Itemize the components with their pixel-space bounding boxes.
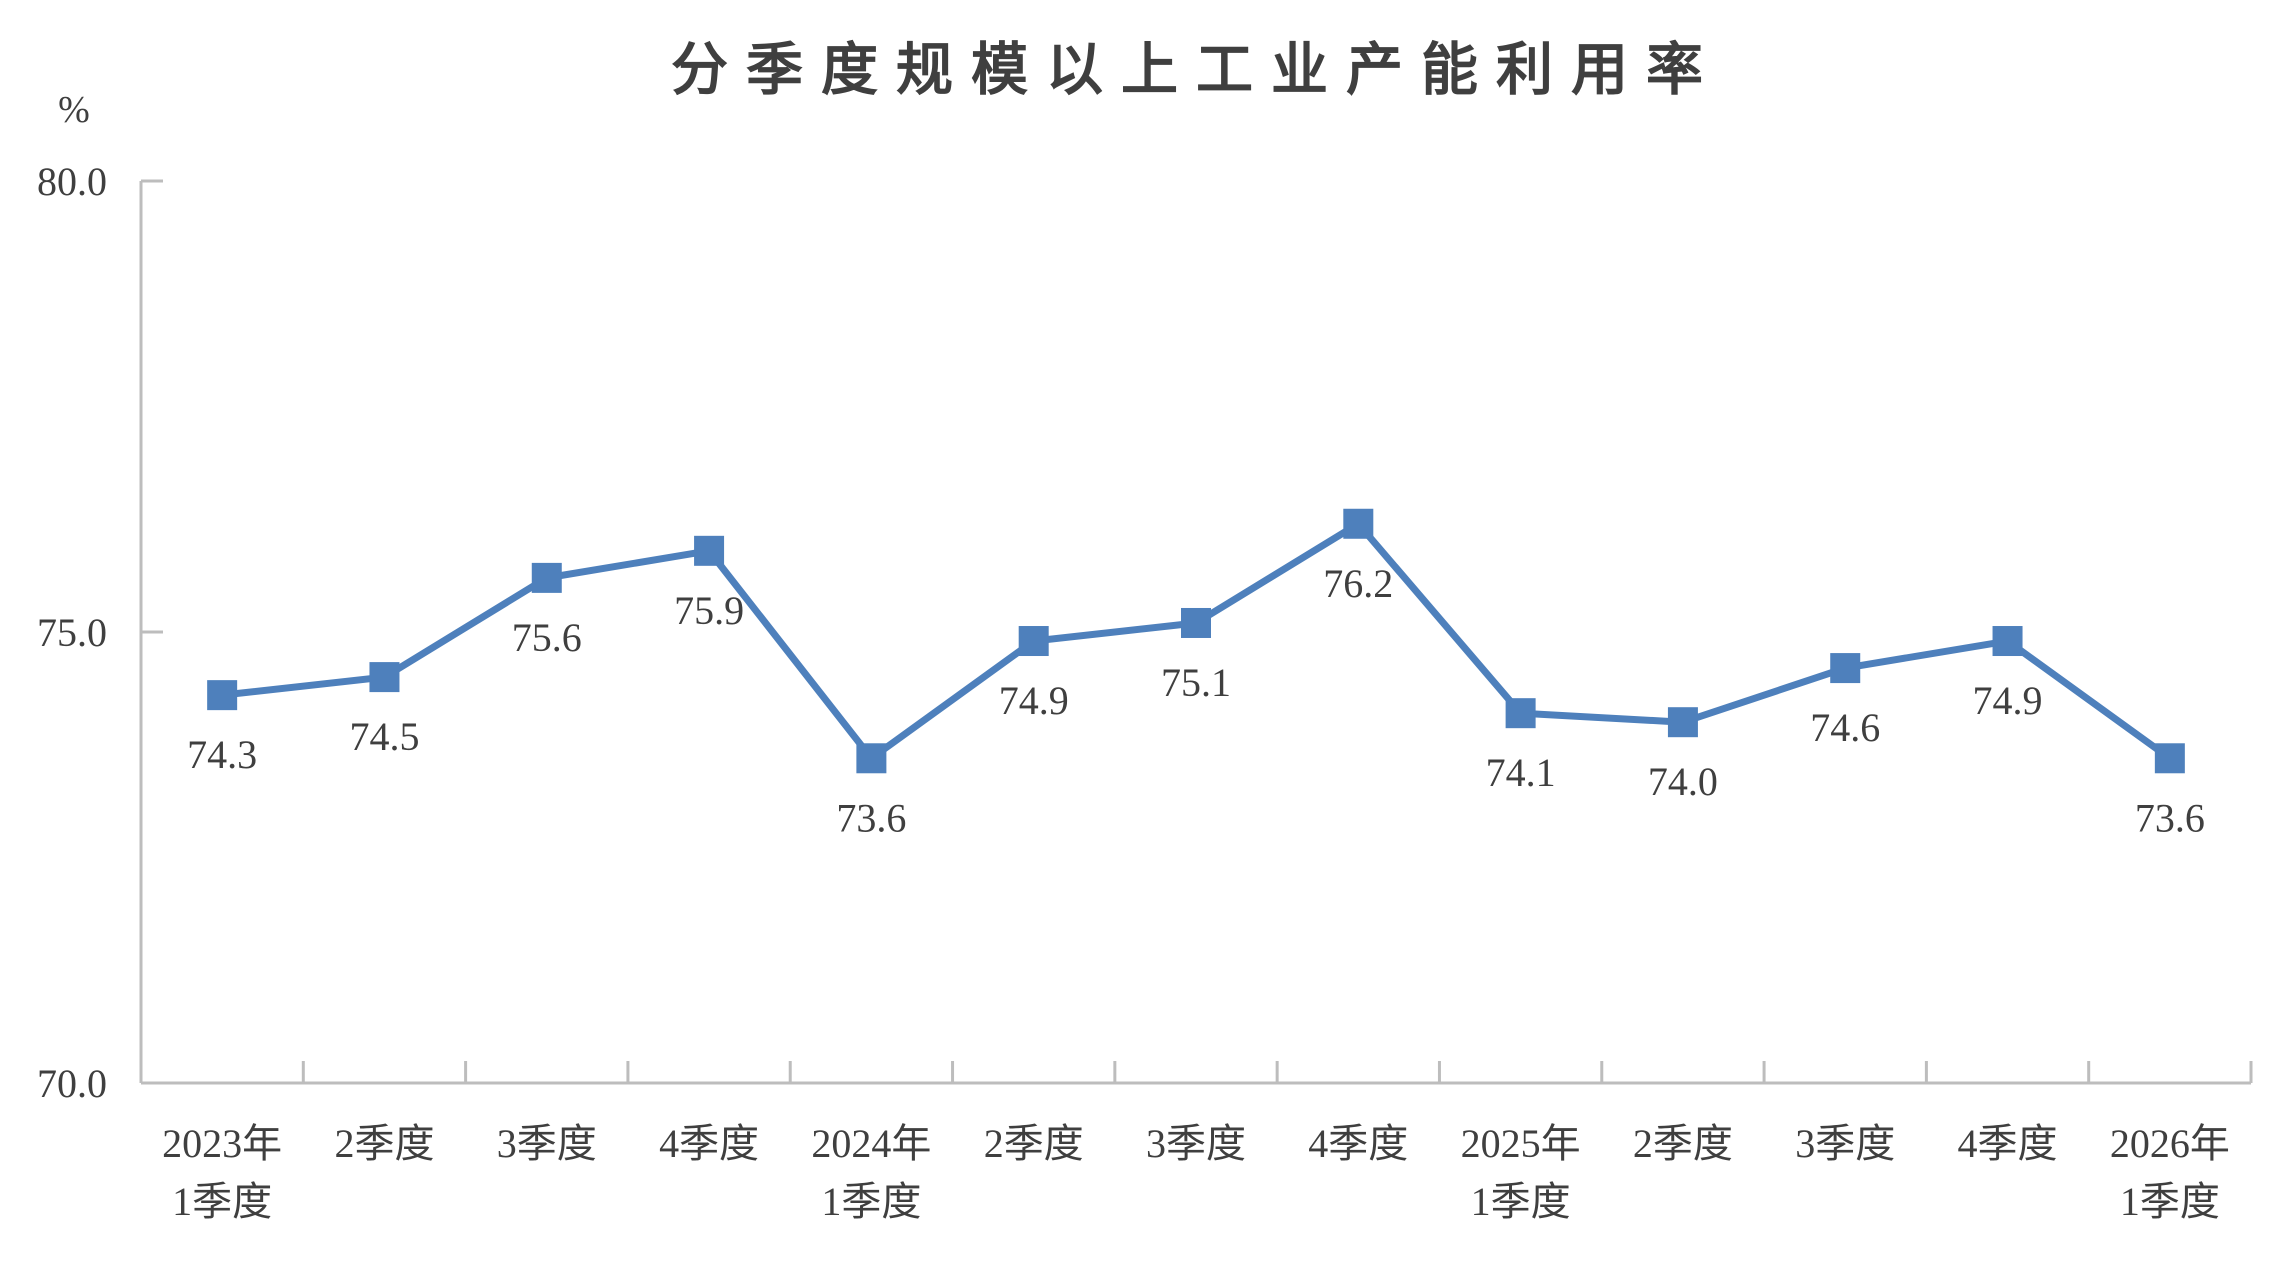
- x-axis-category-label: 3季度: [1146, 1121, 1246, 1166]
- value-label: 74.6: [1810, 705, 1880, 750]
- value-label: 74.9: [1973, 678, 2043, 723]
- data-point-marker: [1343, 508, 1374, 539]
- value-label: 75.6: [512, 615, 582, 660]
- data-point-marker: [207, 680, 238, 711]
- value-label: 75.1: [1161, 660, 1231, 705]
- x-axis-category-label: 2023年: [162, 1121, 282, 1166]
- x-axis-category-label: 1季度: [172, 1179, 272, 1224]
- x-axis-category-label: 2季度: [1633, 1121, 1733, 1166]
- value-label: 74.3: [187, 732, 257, 777]
- x-axis-category-label: 1季度: [1471, 1179, 1571, 1224]
- value-label: 76.2: [1323, 561, 1393, 606]
- x-axis-category-label: 2024年: [811, 1121, 931, 1166]
- data-point-marker: [1667, 707, 1698, 738]
- value-label: 74.5: [349, 714, 419, 759]
- data-point-marker: [369, 662, 400, 693]
- data-point-marker: [1018, 626, 1049, 657]
- data-point-marker: [1830, 653, 1861, 684]
- data-point-marker: [1505, 698, 1536, 729]
- value-label: 74.0: [1648, 759, 1718, 804]
- x-axis-category-label: 4季度: [1958, 1121, 2058, 1166]
- data-point-marker: [2154, 743, 2185, 774]
- value-label: 73.6: [2135, 795, 2205, 840]
- x-axis-category-label: 1季度: [821, 1179, 921, 1224]
- data-point-marker: [694, 535, 725, 566]
- y-axis-tick-label: 80.0: [37, 159, 107, 204]
- x-axis-category-label: 2季度: [984, 1121, 1084, 1166]
- x-axis-category-label: 3季度: [497, 1121, 597, 1166]
- chart-title: 分季度规模以上工业产能利用率: [671, 38, 1721, 102]
- x-axis-category-label: 4季度: [659, 1121, 759, 1166]
- data-point-marker: [1992, 626, 2023, 657]
- value-label: 74.9: [999, 678, 1069, 723]
- y-axis-tick-label: 75.0: [37, 610, 107, 655]
- value-label: 75.9: [674, 588, 744, 633]
- x-axis-category-label: 2季度: [334, 1121, 434, 1166]
- data-point-marker: [531, 562, 562, 593]
- x-axis-category-label: 1季度: [2120, 1179, 2220, 1224]
- value-label: 73.6: [836, 795, 906, 840]
- value-label: 74.1: [1486, 750, 1556, 795]
- data-point-marker: [1181, 607, 1211, 638]
- data-point-marker: [856, 743, 887, 774]
- x-axis-category-label: 4季度: [1308, 1121, 1408, 1166]
- x-axis-category-label: 2026年: [2110, 1121, 2230, 1166]
- y-axis-unit-label: %: [58, 89, 90, 131]
- x-axis-category-label: 2025年: [1461, 1121, 1581, 1166]
- x-axis-category-label: 3季度: [1795, 1121, 1895, 1166]
- y-axis-tick-label: 70.0: [37, 1061, 107, 1106]
